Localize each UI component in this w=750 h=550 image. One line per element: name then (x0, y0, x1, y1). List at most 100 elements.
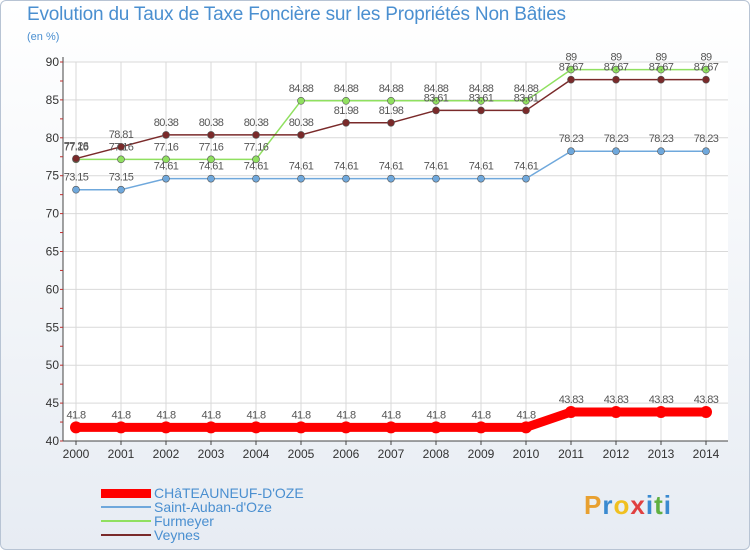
data-label: 41.8 (516, 409, 535, 421)
data-label: 41.8 (426, 409, 445, 421)
data-label: 41.8 (111, 409, 130, 421)
data-point (252, 174, 260, 183)
data-point (387, 118, 395, 127)
data-point (612, 65, 620, 74)
data-label: 89 (655, 52, 667, 64)
y-tick-label: 65 (46, 245, 60, 259)
data-label: 74.61 (514, 161, 539, 173)
data-point (432, 97, 440, 105)
y-tick-label: 50 (46, 358, 60, 372)
data-label: 78.81 (109, 129, 134, 141)
y-tick-label: 60 (46, 282, 60, 296)
data-point (522, 97, 530, 105)
data-point (252, 131, 260, 139)
data-label: 78.23 (649, 133, 674, 145)
data-point (115, 421, 127, 434)
data-point (117, 185, 125, 194)
x-tick-label: 2010 (513, 447, 540, 461)
legend-item: Veynes (101, 527, 401, 543)
data-label: 74.61 (244, 161, 269, 173)
data-point (250, 421, 262, 434)
data-label: 80.38 (289, 117, 314, 129)
data-point (655, 405, 667, 418)
y-tick-label: 40 (46, 434, 60, 448)
data-label: 41.8 (381, 409, 400, 421)
data-label: 87.67 (559, 62, 584, 74)
data-label: 74.61 (469, 161, 494, 173)
data-label: 74.61 (154, 161, 179, 173)
data-label: 77.26 (64, 141, 89, 153)
x-tick-label: 2014 (693, 447, 720, 461)
data-label: 41.8 (471, 409, 490, 421)
data-point (567, 75, 575, 84)
data-point (702, 147, 710, 156)
x-tick-label: 2013 (648, 447, 675, 461)
data-label: 77.16 (154, 141, 179, 153)
legend-swatch (101, 506, 151, 508)
data-point (207, 131, 215, 139)
data-point (342, 97, 350, 105)
x-tick-label: 2012 (603, 447, 630, 461)
data-label: 77.16 (244, 141, 269, 153)
data-label: 87.67 (604, 62, 629, 74)
legend-label: Saint-Auban-d'Oze (154, 499, 272, 515)
data-label: 77.16 (199, 141, 224, 153)
legend-label: Veynes (154, 527, 200, 543)
data-point (657, 65, 665, 74)
data-point (70, 421, 82, 434)
data-point (657, 147, 665, 156)
legend-label: Furmeyer (154, 513, 214, 529)
data-point (610, 405, 622, 418)
data-label: 41.8 (246, 409, 265, 421)
data-point (477, 97, 485, 105)
data-label: 83.61 (424, 92, 449, 104)
data-label: 84.88 (334, 83, 359, 95)
data-label: 41.8 (66, 409, 85, 421)
data-label: 74.61 (379, 161, 404, 173)
data-label: 89 (700, 52, 712, 64)
data-point (520, 421, 532, 434)
data-label: 77.16 (64, 141, 89, 153)
legend-swatch (101, 534, 151, 536)
data-label: 43.83 (604, 394, 629, 406)
data-label: 43.83 (694, 394, 719, 406)
data-point (432, 106, 440, 115)
data-point (297, 174, 305, 183)
data-label: 73.15 (109, 172, 134, 184)
data-point (162, 131, 170, 139)
data-point (252, 155, 260, 164)
data-label: 78.23 (604, 133, 629, 145)
data-label: 74.61 (289, 161, 314, 173)
data-label: 81.98 (334, 105, 359, 117)
data-point (432, 174, 440, 183)
data-label: 84.88 (379, 83, 404, 95)
x-tick-label: 2008 (423, 447, 450, 461)
legend-item: CHâTEAUNEUF-D'OZE (101, 485, 401, 501)
data-label: 83.61 (514, 92, 539, 104)
data-label: 87.67 (694, 62, 719, 74)
x-tick-label: 2003 (198, 447, 225, 461)
proxiti-logo: Proxiti (584, 490, 672, 520)
data-label: 78.23 (694, 133, 719, 145)
x-tick-label: 2000 (63, 447, 90, 461)
y-tick-label: 75 (46, 169, 60, 183)
data-point (340, 421, 352, 434)
data-point (297, 97, 305, 105)
data-label: 41.8 (156, 409, 175, 421)
legend-item: Furmeyer (101, 513, 401, 529)
data-label: 89 (610, 52, 622, 64)
data-point (475, 421, 487, 434)
data-label: 84.88 (514, 83, 539, 95)
data-point (567, 65, 575, 74)
data-point (702, 75, 710, 84)
data-label: 83.61 (469, 92, 494, 104)
data-label: 80.38 (244, 117, 269, 129)
data-point (117, 155, 125, 164)
data-label: 74.61 (424, 161, 449, 173)
data-label: 89 (565, 52, 577, 64)
data-label: 74.61 (334, 161, 359, 173)
x-tick-label: 2004 (243, 447, 270, 461)
data-point (522, 174, 530, 183)
